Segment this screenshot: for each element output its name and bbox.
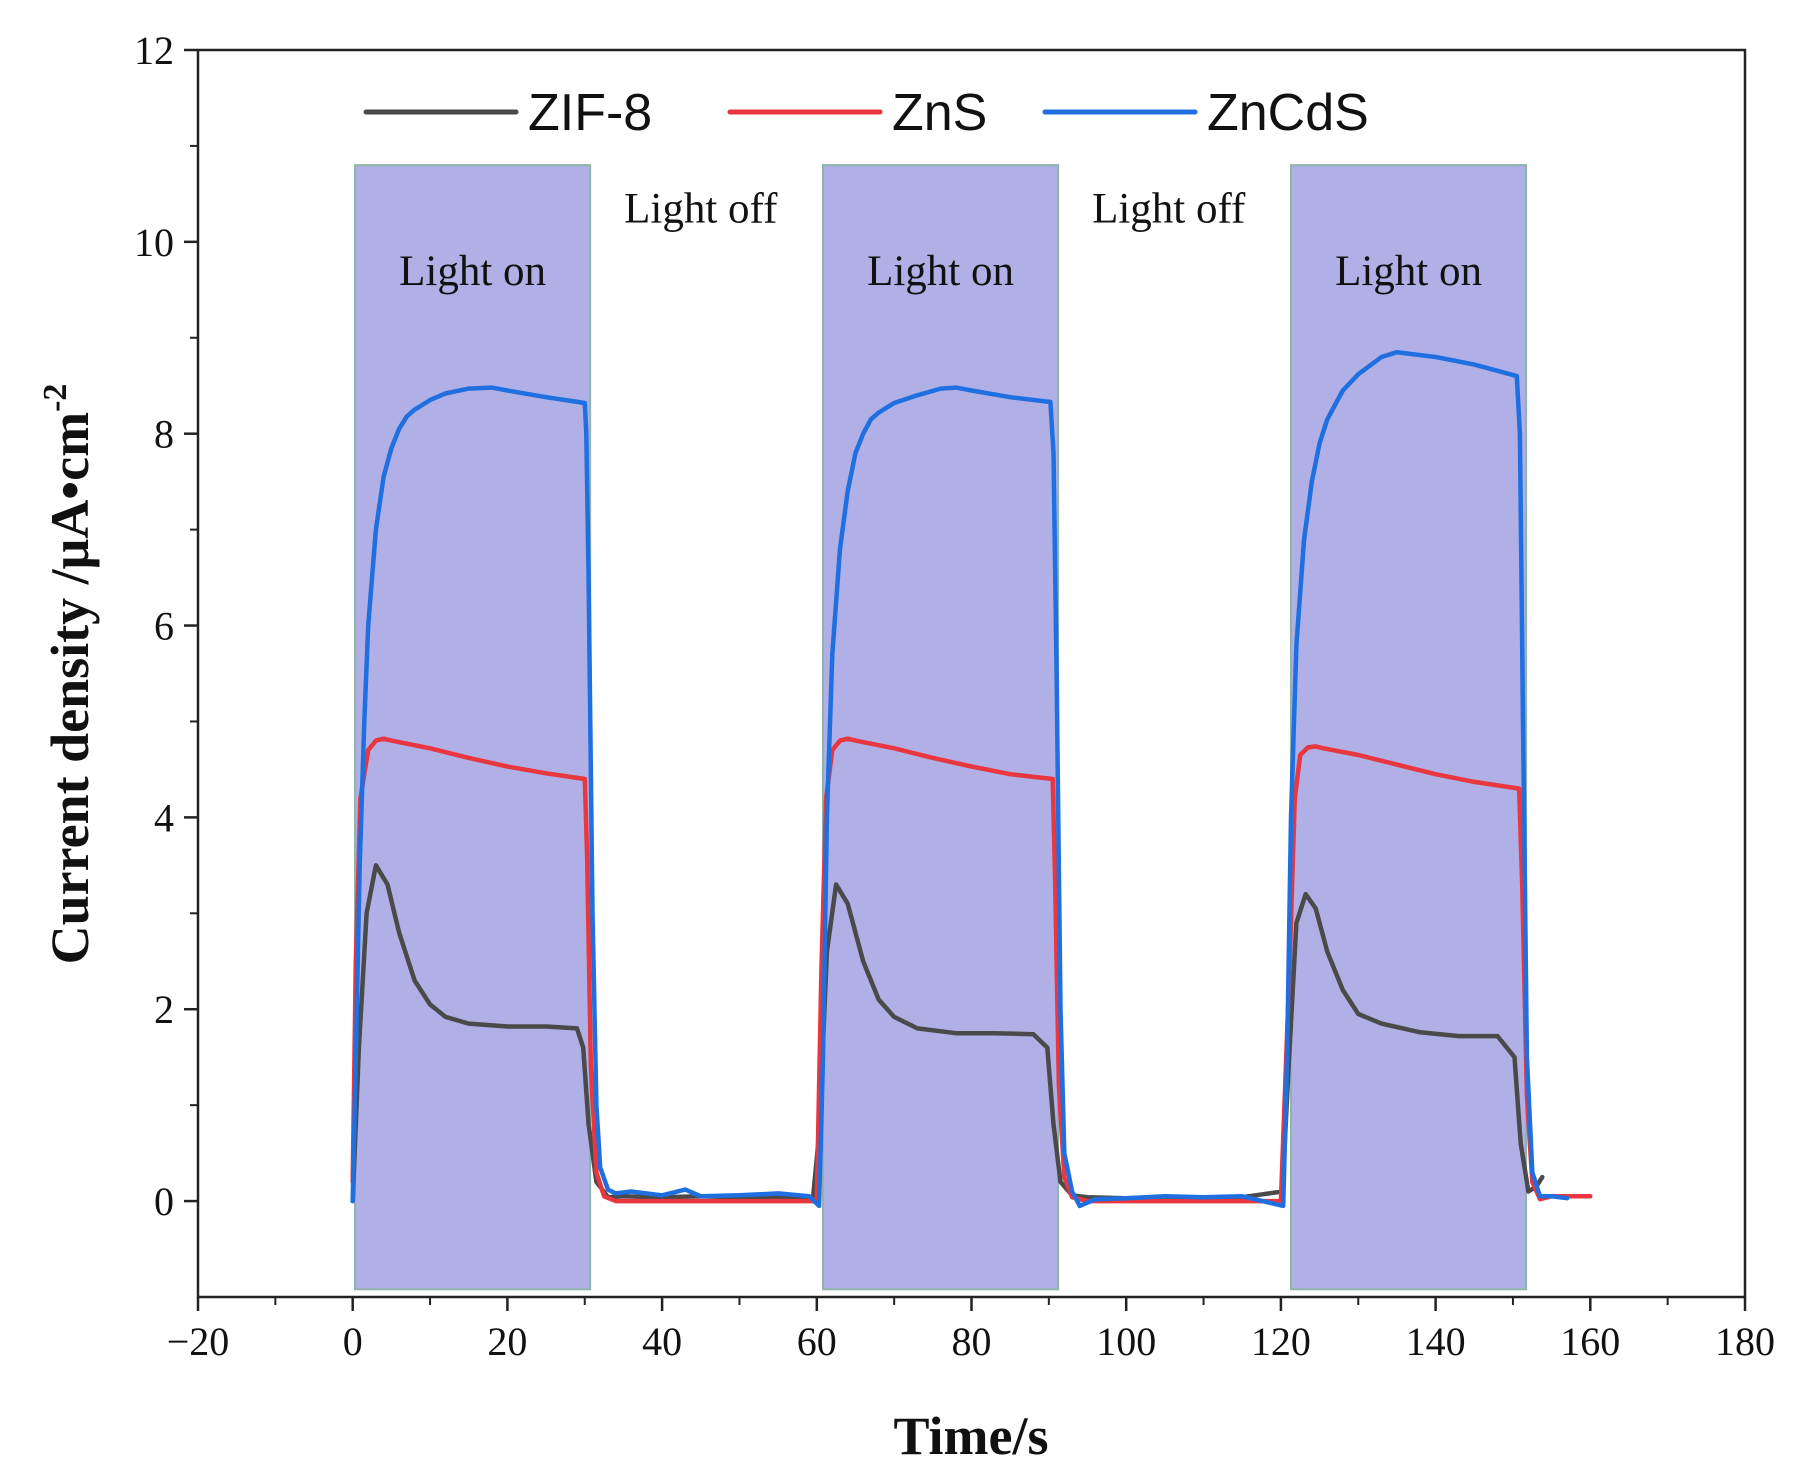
- light-on-label: Light on: [399, 248, 546, 295]
- light-on-labels: Light on Light on Light on: [399, 248, 1482, 295]
- y-tick-label: 4: [154, 795, 174, 840]
- light-on-region: [821, 164, 1060, 1291]
- legend-label: ZnS: [892, 84, 987, 142]
- legend-label: ZIF-8: [528, 84, 652, 142]
- x-tick-label: 0: [343, 1319, 363, 1364]
- light-on-label: Light on: [867, 248, 1014, 295]
- light-off-label: Light off: [1092, 186, 1246, 233]
- light-off-label: Light off: [624, 186, 778, 233]
- x-tick-label: 120: [1251, 1319, 1311, 1364]
- y-axis-title-main: Current density /μA•cm: [40, 412, 100, 964]
- x-axis-title: Time/s: [893, 1406, 1048, 1466]
- y-axis-title: Current density /μA•cm-2: [37, 384, 100, 965]
- y-axis-ticks: 0 2 4 6 8 10 12: [134, 28, 198, 1224]
- x-tick-label: 160: [1560, 1319, 1620, 1364]
- series-line-zns: [350, 736, 1593, 1204]
- series-line-zif-8: [350, 863, 1545, 1204]
- legend: ZIF-8 ZnS ZnCdS: [363, 84, 1369, 142]
- series-lines: [350, 349, 1593, 1209]
- y-tick-label: 12: [134, 28, 174, 73]
- legend-label: ZnCdS: [1207, 84, 1369, 142]
- y-tick-label: 6: [154, 604, 174, 649]
- y-tick-label: 0: [154, 1179, 174, 1224]
- x-tick-label: −20: [167, 1319, 230, 1364]
- x-tick-label: 140: [1406, 1319, 1466, 1364]
- y-tick-label: 2: [154, 987, 174, 1032]
- light-on-region: [1289, 164, 1528, 1291]
- light-off-annotations: Light off Light off: [624, 186, 1246, 233]
- series-line-zncds: [350, 349, 1570, 1209]
- x-tick-label: 100: [1096, 1319, 1156, 1364]
- x-tick-label: 20: [487, 1319, 527, 1364]
- light-on-regions: [354, 164, 1528, 1291]
- x-tick-label: 180: [1715, 1319, 1775, 1364]
- x-tick-label: 80: [952, 1319, 992, 1364]
- y-tick-label: 8: [154, 412, 174, 457]
- x-tick-label: 60: [797, 1319, 837, 1364]
- x-axis-ticks: −20 0 20 40 60 80 100 120 140 160 180: [167, 1297, 1775, 1364]
- y-tick-label: 10: [134, 220, 174, 265]
- light-on-label: Light on: [1335, 248, 1482, 295]
- x-tick-label: 40: [642, 1319, 682, 1364]
- y-axis-title-superscript: -2: [37, 384, 74, 412]
- light-on-region: [354, 164, 592, 1291]
